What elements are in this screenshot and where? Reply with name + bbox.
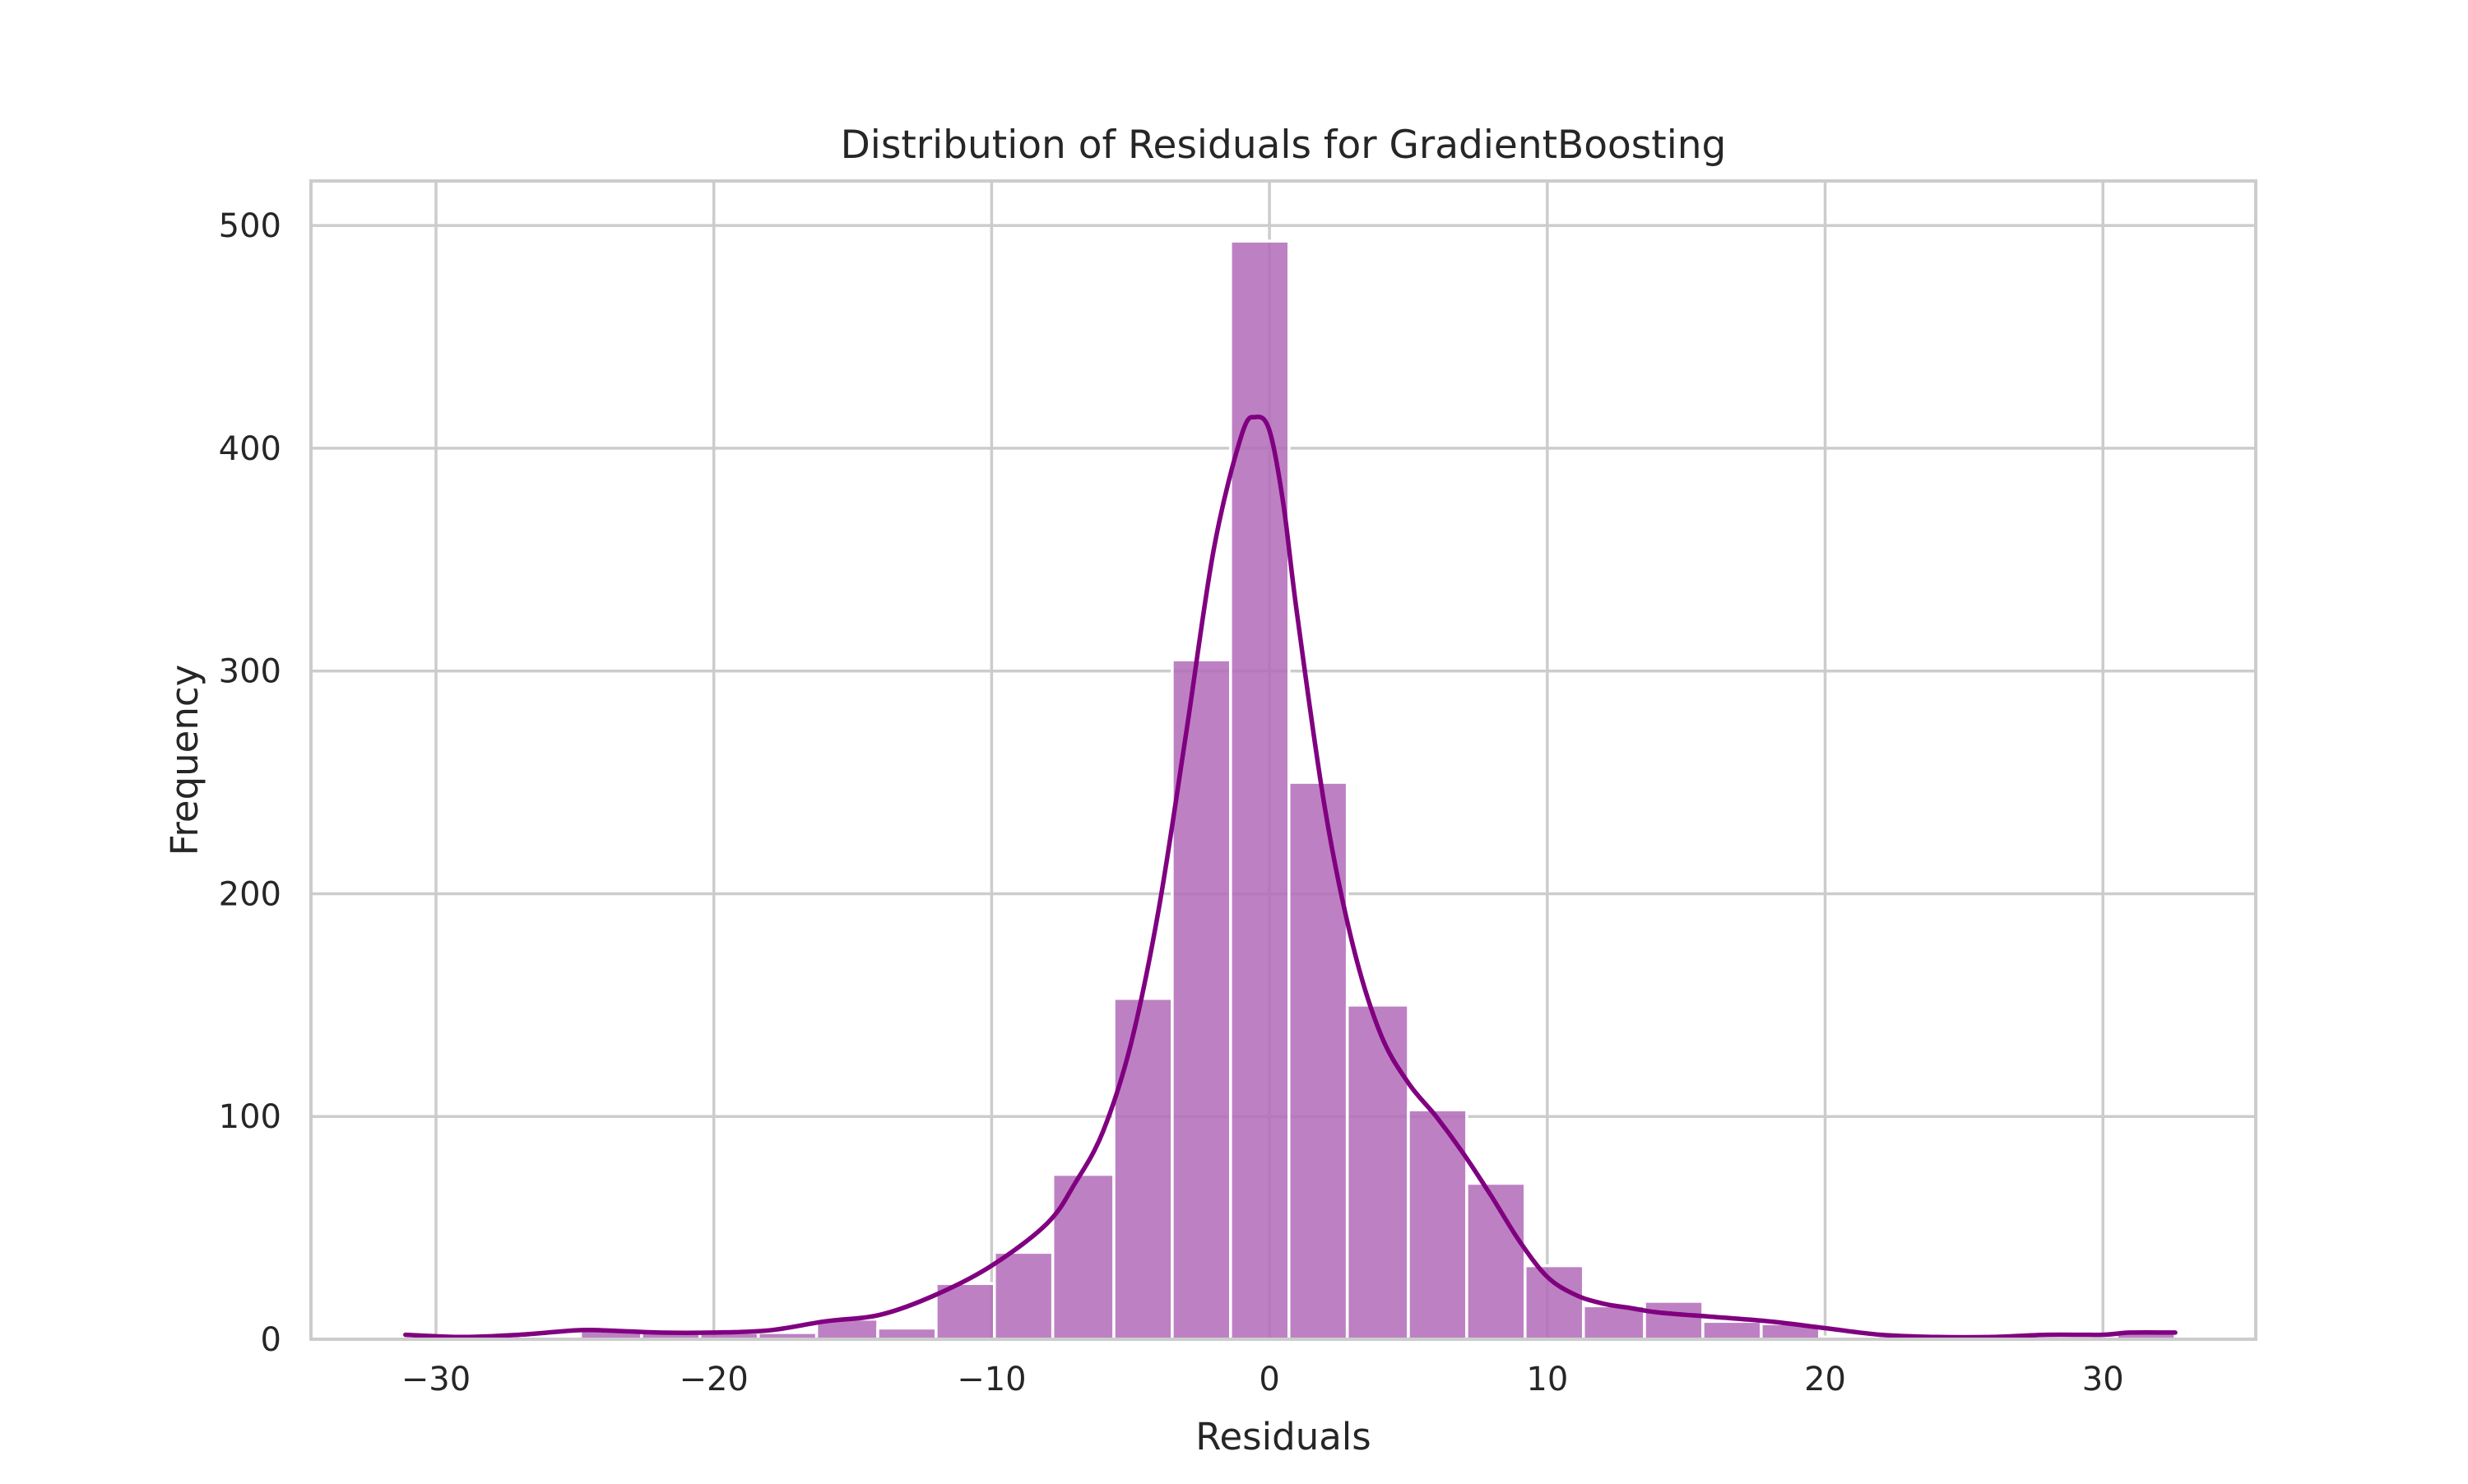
y-tick-label: 500 bbox=[219, 207, 281, 245]
y-axis-label: Frequency bbox=[163, 665, 206, 856]
x-tick-label: 10 bbox=[1526, 1361, 1568, 1398]
x-tick-label: 20 bbox=[1804, 1361, 1846, 1398]
y-tick-label: 100 bbox=[219, 1098, 281, 1136]
histogram-bar bbox=[1229, 239, 1291, 1341]
histogram-bar bbox=[1701, 1319, 1763, 1341]
histogram-bar bbox=[876, 1326, 938, 1341]
plot-frame bbox=[309, 179, 2257, 1341]
x-tick-label: 0 bbox=[1259, 1361, 1279, 1398]
histogram-bar bbox=[935, 1282, 996, 1341]
chart-title: Distribution of Residuals for GradientBo… bbox=[841, 123, 1727, 168]
y-tick-label: 400 bbox=[219, 430, 281, 468]
histogram-bar bbox=[1112, 996, 1174, 1341]
histogram-bar bbox=[1051, 1172, 1116, 1341]
histogram-bar bbox=[1287, 781, 1349, 1341]
histogram-bar bbox=[1643, 1300, 1705, 1341]
histogram-bar bbox=[1345, 1004, 1410, 1341]
y-tick-label: 200 bbox=[219, 875, 281, 913]
x-tick-label: 30 bbox=[2082, 1361, 2124, 1398]
y-tick-label: 0 bbox=[261, 1321, 281, 1359]
histogram-bar bbox=[1524, 1264, 1585, 1341]
kde-curve bbox=[403, 414, 2178, 1340]
x-tick-label: −10 bbox=[957, 1361, 1026, 1398]
y-axis-ticks: 0 100 200 300 400 500 bbox=[219, 207, 281, 1359]
x-tick-label: −20 bbox=[679, 1361, 748, 1398]
kde-curve-layer bbox=[403, 414, 2178, 1340]
y-tick-label: 300 bbox=[219, 653, 281, 691]
x-axis-ticks: −30 −20 −10 0 10 20 30 bbox=[401, 1361, 2124, 1398]
x-tick-label: −30 bbox=[401, 1361, 471, 1398]
histogram-bars bbox=[404, 239, 2177, 1341]
x-axis-label: Residuals bbox=[1195, 1415, 1371, 1458]
histogram-bar bbox=[1581, 1304, 1646, 1341]
histogram-bar bbox=[993, 1250, 1055, 1341]
